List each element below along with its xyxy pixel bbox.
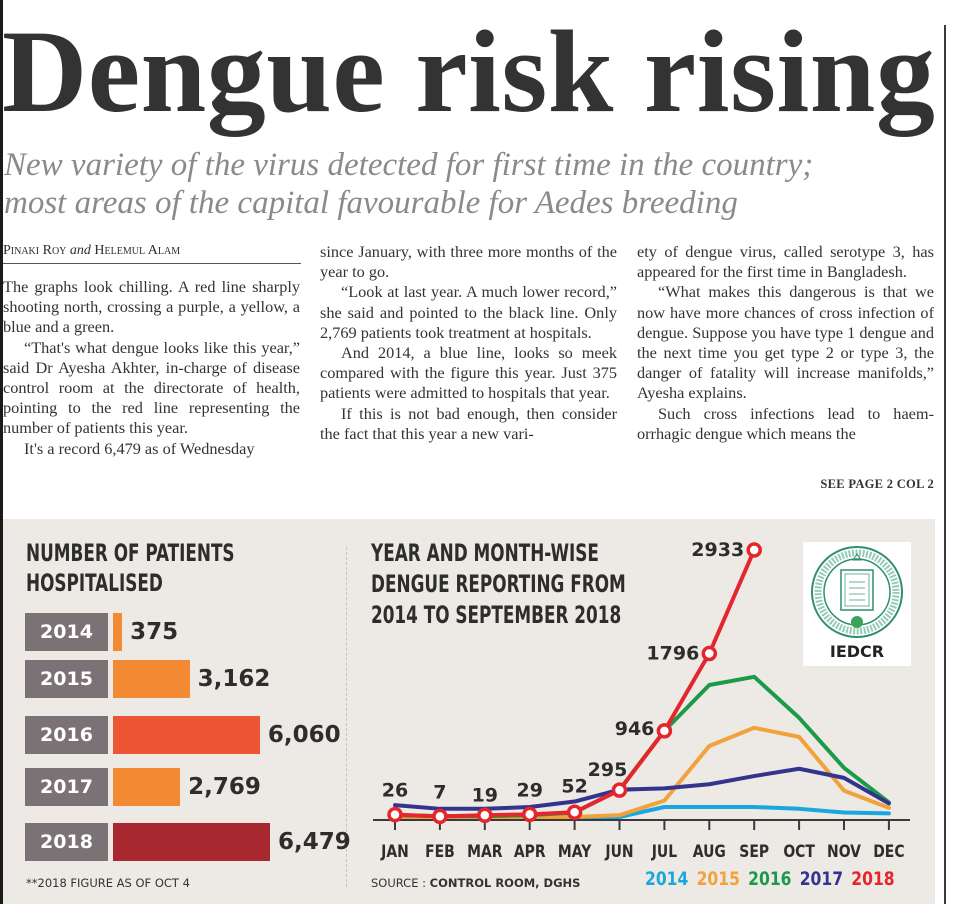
bar-title-line-1: NUMBER OF PATIENTS xyxy=(26,539,235,567)
bar xyxy=(113,716,260,754)
bar-value-label: 2,769 xyxy=(188,774,261,800)
iedcr-logo: IEDCR xyxy=(803,542,911,666)
x-tick-label: NOV xyxy=(827,842,861,862)
bar-value-label: 375 xyxy=(130,619,179,645)
data-point-2018 xyxy=(746,542,762,558)
paragraph: ety of dengue virus, called serotype 3, … xyxy=(637,242,934,282)
bar-year-label: 2015 xyxy=(25,660,108,698)
bar-value-label: 6,060 xyxy=(267,722,341,748)
data-label-2018: 1796 xyxy=(646,643,699,665)
series-line-2017 xyxy=(393,766,891,811)
bar xyxy=(113,823,270,861)
data-label-2018: 7 xyxy=(433,781,446,803)
paragraph: Such cross infections lead to haem­orrha… xyxy=(637,403,934,443)
author-2: Helemul Alam xyxy=(94,243,181,258)
bar-year-label: 2016 xyxy=(25,716,108,754)
iedcr-seal-icon xyxy=(811,546,903,638)
line-title-line-3: 2014 TO SEPTEMBER 2018 xyxy=(371,601,622,629)
bar xyxy=(113,768,181,806)
bar xyxy=(113,613,123,651)
data-label-2018: 19 xyxy=(472,784,498,806)
legend-item-2015: 2015 xyxy=(696,868,740,890)
bar-chart-note: **2018 FIGURE AS OF OCT 4 xyxy=(26,876,190,890)
paragraph: “What makes this dangerous is that we no… xyxy=(637,282,934,403)
subheadline: New variety of the virus detected for fi… xyxy=(4,146,944,222)
byline: Pinaki Roy and Helemul Alam xyxy=(3,243,301,264)
bar-value-label: 3,162 xyxy=(197,666,271,692)
data-point-2018 xyxy=(521,806,538,823)
source-label: SOURCE : xyxy=(371,876,427,890)
data-label-2018: 946 xyxy=(615,718,655,740)
line-title-line-2: DENGUE REPORTING FROM xyxy=(371,570,626,598)
x-tick-label: DEC xyxy=(873,842,904,862)
data-label-2018: 26 xyxy=(382,780,408,802)
paragraph: And 2014, a blue line, looks so meek com… xyxy=(320,343,617,403)
x-tick-label: MAR xyxy=(467,842,502,862)
bar-year-label: 2014 xyxy=(25,613,108,651)
subhead-line-2: most areas of the capital favourable for… xyxy=(4,185,738,221)
article-column-1: The graphs look chilling. A red line sha… xyxy=(3,277,300,459)
data-point-2018 xyxy=(611,782,628,798)
line-title-line-1: YEAR AND MONTH-WISE xyxy=(371,539,599,567)
data-label-2018: 295 xyxy=(588,759,628,781)
bar-title-line-2: HOSPITALISED xyxy=(26,569,163,597)
chart-source: SOURCE : CONTROL ROOM, DGHS xyxy=(371,876,580,890)
x-tick-label: OCT xyxy=(783,842,815,862)
x-tick-label: JUL xyxy=(651,842,677,862)
source-value: CONTROL ROOM, DGHS xyxy=(429,876,581,890)
data-point-2018 xyxy=(432,808,448,825)
headline: Dengue risk rising xyxy=(2,6,936,137)
x-tick-label: MAY xyxy=(558,842,592,862)
x-tick-label: SEP xyxy=(739,842,769,862)
legend-item-2016: 2016 xyxy=(748,868,792,890)
x-tick-label: FEB xyxy=(425,842,455,862)
data-point-2018 xyxy=(566,804,583,821)
data-label-2018: 29 xyxy=(516,779,542,801)
legend-item-2018: 2018 xyxy=(851,868,895,890)
column-rule xyxy=(944,25,946,904)
continued-link[interactable]: SEE PAGE 2 COL 2 xyxy=(820,477,934,491)
logo-name: IEDCR xyxy=(829,642,885,661)
paragraph: It's a record 6,479 as of Wednesday xyxy=(24,438,255,458)
legend-item-2014: 2014 xyxy=(645,868,689,890)
paragraph: since January, with three more months of… xyxy=(320,242,617,282)
bar xyxy=(113,660,190,698)
article-column-3: ety of dengue virus, called serotype 3, … xyxy=(637,242,934,444)
series-line-2016 xyxy=(393,674,891,819)
data-point-2018 xyxy=(701,645,718,662)
bar-chart-title: NUMBER OF PATIENTS HOSPITALISED xyxy=(26,538,235,598)
x-tick-label: AUG xyxy=(693,842,726,862)
data-point-2018 xyxy=(656,723,673,739)
bar-year-label: 2018 xyxy=(25,823,108,861)
legend-item-2017: 2017 xyxy=(799,868,844,890)
line-chart-title: YEAR AND MONTH-WISE DENGUE REPORTING FRO… xyxy=(371,538,626,631)
data-label-2018: 2933 xyxy=(691,539,744,561)
paragraph: “That's what dengue looks like this year… xyxy=(3,337,300,438)
bar-value-label: 6,479 xyxy=(278,829,351,855)
author-1: Pinaki Roy xyxy=(3,243,67,258)
x-tick-label: JAN xyxy=(380,842,409,862)
paragraph: The graphs look chilling. A red line sha… xyxy=(3,277,300,337)
bar-year-label: 2017 xyxy=(25,768,108,806)
page-left-edge xyxy=(0,0,3,904)
subhead-line-1: New variety of the virus detected for fi… xyxy=(4,147,814,183)
article-column-2: since January, with three more months of… xyxy=(320,242,617,444)
data-label-2018: 52 xyxy=(561,775,587,797)
data-point-2018 xyxy=(477,807,493,824)
data-point-2018 xyxy=(387,806,403,823)
x-tick-label: APR xyxy=(514,842,546,862)
paragraph: If this is not bad enough, then con­side… xyxy=(320,403,617,443)
byline-and: and xyxy=(69,243,91,258)
chart-legend: 2014 2015 2016 2017 2018 xyxy=(645,868,903,890)
x-tick-label: JUN xyxy=(605,842,634,862)
panel-divider xyxy=(346,547,347,887)
paragraph: “Look at last year. A much lower record,… xyxy=(320,282,617,342)
